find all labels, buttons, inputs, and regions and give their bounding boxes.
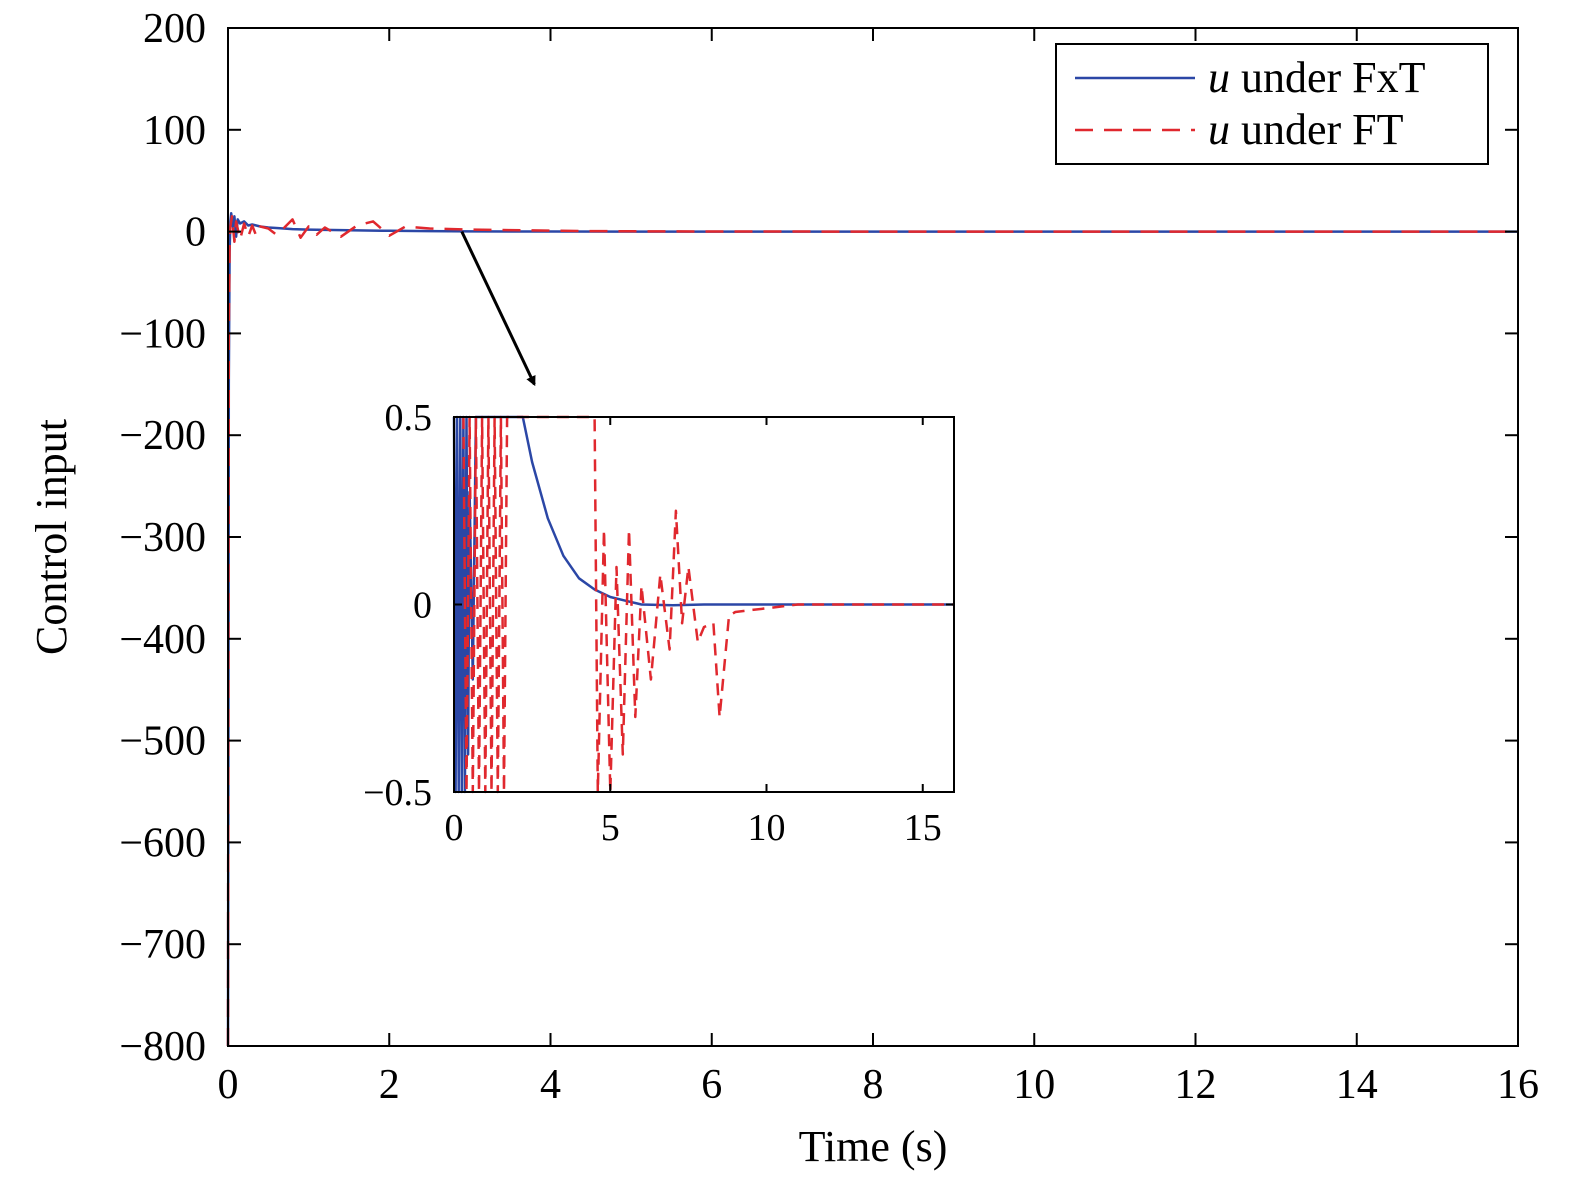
y-axis-title: Control input <box>27 419 76 655</box>
legend-var-fxt: u <box>1208 53 1230 102</box>
inset-plot: 0 5 10 15 0.5 0 −0.5 <box>363 397 955 849</box>
x-axis-title: Time (s) <box>799 1122 948 1171</box>
legend-label-ft: u under FT <box>1208 105 1404 154</box>
inset-series-group <box>452 415 954 794</box>
main-tick-labels: 0 2 4 6 8 10 12 14 162001000−100−200−300−400−500… <box>119 6 1539 1108</box>
legend-label-fxt: u under FxT <box>1208 53 1426 102</box>
main-series-1-line <box>226 215 1518 1047</box>
main-series-group <box>226 212 1518 1047</box>
y-tick-label: −600 <box>119 820 206 866</box>
legend-suffix-fxt: under FxT <box>1230 53 1426 102</box>
main-ticks <box>227 27 1519 1047</box>
x-tick-label: 8 <box>863 1062 884 1108</box>
inset-ticks <box>453 416 954 793</box>
main-plot: 0 2 4 6 8 10 12 14 162001000−100−200−300−400−500… <box>119 6 1539 1108</box>
y-tick-label: −300 <box>119 515 206 561</box>
inset-x-tick-label: 0 <box>445 807 464 849</box>
legend-suffix-ft: under FT <box>1230 105 1404 154</box>
y-tick-label: −100 <box>119 311 206 357</box>
x-tick-label: 2 <box>379 1062 400 1108</box>
x-tick-label: 6 <box>701 1062 722 1108</box>
x-tick-label: 12 <box>1175 1062 1217 1108</box>
inset-x-tick-label: 15 <box>904 807 942 849</box>
inset-y-tick-label: −0.5 <box>363 772 432 814</box>
y-tick-label: −200 <box>119 413 206 459</box>
annotation-arrow <box>460 230 536 387</box>
x-tick-label: 4 <box>540 1062 561 1108</box>
inset-series-1-line <box>462 415 954 794</box>
x-tick-label: 14 <box>1336 1062 1378 1108</box>
x-tick-label: 10 <box>1013 1062 1055 1108</box>
inset-x-tick-label: 5 <box>601 807 620 849</box>
y-tick-label: −700 <box>119 922 206 968</box>
y-tick-label: −800 <box>119 1024 206 1070</box>
legend: u under FxT u under FT <box>1055 43 1489 165</box>
y-tick-label: 200 <box>143 6 206 52</box>
y-tick-label: −500 <box>119 719 206 765</box>
inset-y-tick-label: 0 <box>413 585 432 627</box>
y-tick-label: −400 <box>119 617 206 663</box>
y-tick-label: 100 <box>143 108 206 154</box>
x-tick-label: 16 <box>1497 1062 1539 1108</box>
legend-box <box>1055 43 1489 165</box>
legend-var-ft: u <box>1208 105 1230 154</box>
x-tick-label: 0 <box>218 1062 239 1108</box>
inset-x-tick-label: 10 <box>748 807 786 849</box>
inset-y-tick-label: 0.5 <box>385 397 433 439</box>
inset-tick-labels: 0 5 10 15 0.5 0 −0.5 <box>363 397 942 849</box>
y-tick-label: 0 <box>185 210 206 256</box>
inset-series-0-line <box>452 415 954 794</box>
